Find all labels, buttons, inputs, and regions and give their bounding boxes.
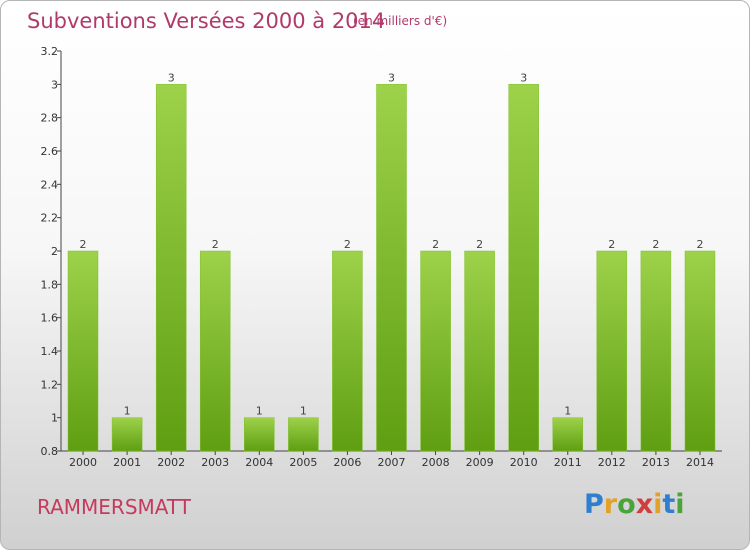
proxiti-logo[interactable]: Proxiti [584, 489, 685, 520]
logo-letter: P [584, 489, 604, 520]
x-tick-label: 2012 [598, 456, 626, 469]
x-tick-label: 2007 [378, 456, 406, 469]
y-tick-label: 3 [51, 78, 58, 91]
logo-letter: o [617, 489, 636, 520]
y-tick-label: 1.2 [41, 378, 59, 391]
bar-value-label: 2 [212, 238, 219, 251]
bar [288, 417, 319, 452]
x-tick-label: 2002 [157, 456, 185, 469]
bar [596, 250, 628, 452]
bar [376, 84, 407, 452]
chart-unit-subtitle: (en milliers d'€) [353, 14, 448, 28]
bar-value-label: 2 [80, 238, 87, 251]
bar [332, 250, 363, 452]
bar [508, 84, 539, 452]
x-tick-label: 2001 [113, 456, 141, 469]
bar-value-label: 1 [256, 405, 263, 418]
bar-value-label: 2 [476, 238, 483, 251]
bar-value-label: 3 [520, 71, 527, 84]
bar [640, 250, 672, 452]
y-tick-label: 2.2 [41, 212, 59, 225]
y-tick-label: 1 [51, 412, 58, 425]
y-tick-label: 2.4 [41, 178, 59, 191]
bar-value-label: 1 [124, 405, 131, 418]
bar-value-label: 1 [300, 405, 307, 418]
bar-value-label: 2 [432, 238, 439, 251]
logo-letter: r [603, 489, 618, 520]
x-tick-label: 2006 [333, 456, 361, 469]
y-tick-label: 2.8 [41, 112, 59, 125]
bar [684, 250, 716, 452]
x-tick-label: 2014 [686, 456, 714, 469]
x-tick-label: 2011 [554, 456, 582, 469]
bar-value-label: 3 [388, 71, 395, 84]
y-tick-label: 0.8 [41, 445, 59, 458]
bar [420, 250, 451, 452]
bar [199, 250, 231, 452]
y-tick-label: 1.4 [41, 345, 59, 358]
x-tick-label: 2003 [201, 456, 229, 469]
logo-letter: x [635, 489, 654, 520]
x-tick-label: 2009 [466, 456, 494, 469]
bar [111, 417, 143, 452]
x-tick-label: 2000 [69, 456, 97, 469]
commune-name: RAMMERSMATT [37, 495, 191, 519]
x-tick-label: 2004 [245, 456, 273, 469]
logo-letter: i [653, 489, 663, 520]
x-tick-label: 2008 [422, 456, 450, 469]
bar [67, 250, 99, 452]
bar [552, 417, 584, 452]
logo-letter: i [675, 489, 685, 520]
bar [464, 250, 495, 452]
bar-value-label: 1 [564, 405, 571, 418]
bar-value-label: 2 [697, 238, 704, 251]
x-tick-label: 2013 [642, 456, 670, 469]
bar-value-label: 2 [344, 238, 351, 251]
bar-value-label: 2 [652, 238, 659, 251]
y-tick-label: 2.6 [41, 145, 59, 158]
bar [244, 417, 275, 452]
chart-title: Subventions Versées 2000 à 2014 [27, 9, 386, 33]
y-tick-label: 1.6 [41, 312, 59, 325]
y-tick-label: 3.2 [41, 45, 59, 58]
bar [155, 84, 187, 452]
logo-letter: t [662, 489, 676, 520]
y-tick-label: 2 [51, 245, 58, 258]
bar-value-label: 3 [168, 71, 175, 84]
x-tick-label: 2005 [289, 456, 317, 469]
y-tick-label: 1.8 [41, 278, 59, 291]
bar-value-label: 2 [608, 238, 615, 251]
x-tick-label: 2010 [510, 456, 538, 469]
